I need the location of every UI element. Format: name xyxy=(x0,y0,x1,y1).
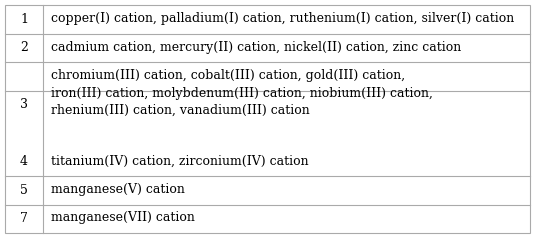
Text: copper(I) cation, palladium(I) cation, ruthenium(I) cation, silver(I) cation: copper(I) cation, palladium(I) cation, r… xyxy=(51,12,514,25)
Text: manganese(VII) cation: manganese(VII) cation xyxy=(51,212,195,224)
Text: titanium(IV) cation, zirconium(IV) cation: titanium(IV) cation, zirconium(IV) catio… xyxy=(51,154,309,168)
Text: chromium(III) cation, cobalt(III) cation, gold(III) cation,
iron(III) cation, mo: chromium(III) cation, cobalt(III) cation… xyxy=(51,69,433,117)
Text: cadmium cation, mercury(II) cation, nickel(II) cation, zinc cation: cadmium cation, mercury(II) cation, nick… xyxy=(51,40,461,54)
Text: manganese(V) cation: manganese(V) cation xyxy=(51,183,185,196)
Text: 3: 3 xyxy=(20,98,28,111)
Text: 1: 1 xyxy=(20,13,28,26)
Text: 4: 4 xyxy=(20,155,28,168)
Text: 7: 7 xyxy=(20,212,28,225)
Text: 2: 2 xyxy=(20,41,28,54)
Text: 5: 5 xyxy=(20,184,28,197)
